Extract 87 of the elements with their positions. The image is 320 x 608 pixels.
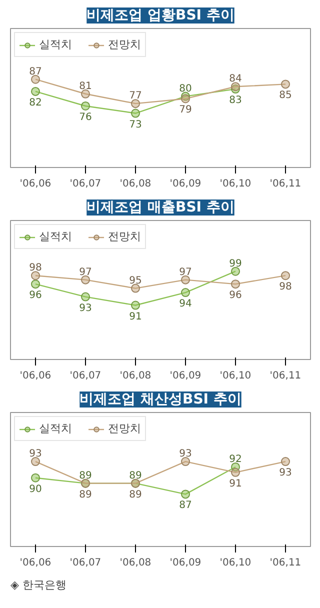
x-tick-label: '06,07 [70,558,102,568]
data-label: 84 [229,74,242,85]
x-tick-label: '06,10 [220,558,252,568]
x-tick-label: '06,09 [170,558,202,568]
legend-label: 전망치 [108,229,141,244]
data-label: 87 [29,66,42,78]
point [81,275,90,284]
data-label: 87 [179,500,192,512]
point [231,82,240,92]
data-label: 99 [229,258,242,270]
point [31,86,40,96]
point [31,457,40,466]
point [131,99,140,108]
point [31,271,40,280]
data-label: 73 [129,119,142,130]
x-tick-label: '06,10 [220,178,252,190]
data-label: 89 [129,489,142,500]
data-label: 82 [29,97,42,108]
point [31,473,40,482]
point [231,280,240,289]
x-tick-label: '06,10 [220,370,252,382]
text: ◈ 한국은행 [10,578,66,592]
point [131,108,140,118]
x-tick-label: '06,11 [270,370,302,382]
legend-label: 실적치 [39,229,72,244]
point [231,266,240,276]
x-tick-label: '06,08 [120,558,152,568]
point [131,284,140,293]
point [181,275,190,284]
legend-label: 전망치 [108,37,141,52]
data-label: 93 [279,468,292,479]
data-label: 96 [29,290,42,302]
data-label: 97 [79,266,92,278]
point [181,457,190,466]
data-label: 93 [29,448,42,460]
data-label: 80 [179,83,192,94]
chart-title: 비제조업 업황BSI 추이 [86,8,234,24]
point [131,300,140,310]
data-label: 81 [79,80,92,92]
data-label: 98 [29,262,42,274]
data-label: 92 [229,454,242,465]
data-label: 77 [129,90,142,102]
data-label: 85 [279,90,292,102]
data-label: 91 [229,478,242,490]
x-tick-label: '06,07 [70,370,102,382]
x-tick-label: '06,09 [170,370,202,382]
x-tick-label: '06,11 [270,178,302,190]
legend-label: 전망치 [108,421,141,436]
point [231,468,240,477]
data-label: 96 [229,290,242,302]
data-label: 97 [179,266,192,278]
point [81,89,90,98]
data-label: 94 [179,298,192,310]
x-tick-label: '06,06 [20,178,52,190]
data-label: 83 [229,95,242,106]
point [281,457,290,466]
data-label: 89 [79,470,92,482]
chart-title: 비제조업 매출BSI 추이 [86,200,234,216]
data-label: 93 [179,448,192,460]
point [181,94,190,104]
data-label: 90 [29,484,42,495]
x-tick-label: '06,06 [20,558,52,568]
x-tick-label: '06,06 [20,370,52,382]
data-label: 91 [129,311,142,322]
point [181,490,190,499]
data-label: 89 [129,470,142,482]
data-label: 79 [179,104,192,116]
x-tick-label: '06,08 [120,370,152,382]
data-label: 93 [79,302,92,314]
x-tick-label: '06,08 [120,178,152,190]
data-label: 76 [79,112,92,123]
point [181,288,190,298]
chart-title: 비제조업 채산성BSI 추이 [80,392,242,408]
data-label: 95 [129,275,142,286]
point [281,80,290,89]
point [81,102,90,110]
x-tick-label: '06,07 [70,178,102,190]
legend-label: 실적치 [39,37,72,52]
data-label: 89 [79,489,92,500]
legend-label: 실적치 [39,421,72,436]
point [81,292,90,302]
point [31,74,40,84]
point [281,271,290,280]
point [31,280,40,289]
x-tick-label: '06,11 [270,558,302,568]
x-tick-label: '06,09 [170,178,202,190]
data-label: 98 [279,282,292,293]
